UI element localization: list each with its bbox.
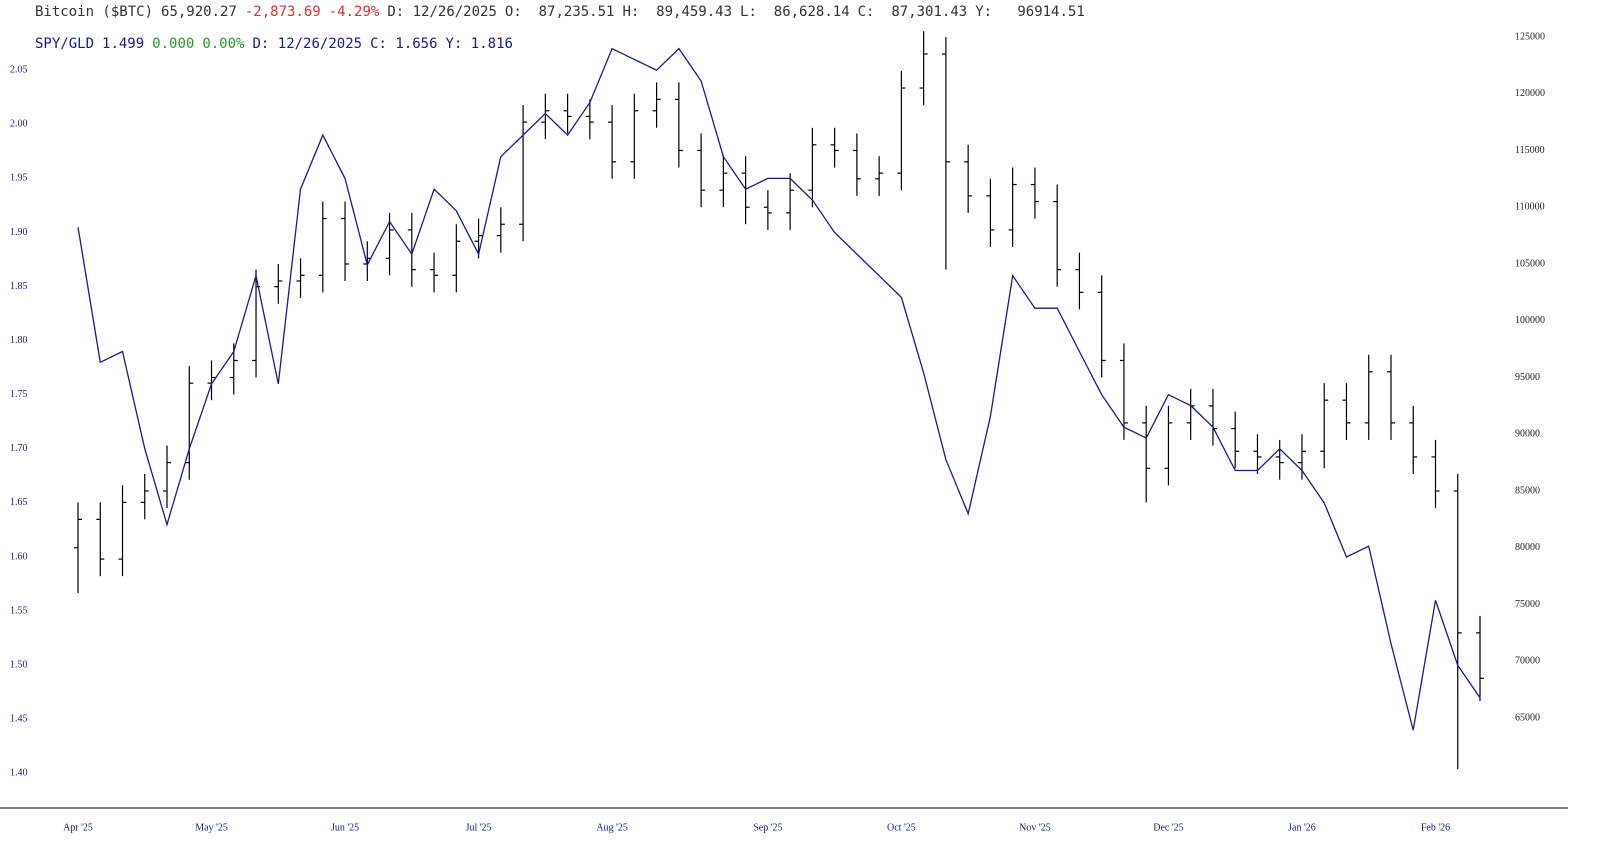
quote-item: C: 1.656 (370, 36, 438, 52)
y2-tick-label: 90000 (1515, 429, 1540, 440)
quote-item: -2,873.69 (244, 4, 321, 20)
y2-tick-label: 95000 (1515, 372, 1540, 383)
y-tick-label: 1.90 (10, 227, 28, 238)
y-tick-label: 1.85 (10, 281, 28, 292)
y2-tick-label: 115000 (1515, 145, 1545, 156)
x-tick-label: Jul '25 (466, 822, 492, 833)
y-tick-label: 1.65 (10, 497, 28, 508)
quote-item: Y: 1.816 (445, 36, 513, 52)
y2-tick-label: 85000 (1515, 485, 1540, 496)
y-tick-label: 1.75 (10, 389, 28, 400)
quote-item: C: 87,301.43 (857, 4, 968, 20)
y-tick-label: 1.60 (10, 551, 28, 562)
x-tick-label: Dec '25 (1153, 822, 1183, 833)
x-tick-label: Jan '26 (1288, 822, 1316, 833)
x-tick-label: Apr '25 (63, 822, 93, 833)
ratio-line (77, 47, 1481, 731)
series-name: SPY/GLD (35, 36, 95, 52)
x-tick-label: Feb '26 (1421, 822, 1450, 833)
y2-tick-label: 125000 (1515, 31, 1545, 42)
y2-tick-label: 105000 (1515, 258, 1545, 269)
y-tick-label: 2.05 (10, 64, 28, 75)
y-tick-label: 1.55 (10, 605, 28, 616)
y-tick-label: 1.95 (10, 173, 28, 184)
quote-item: O: 87,235.51 (504, 4, 615, 20)
quote-item: Y: 96914.51 (975, 4, 1085, 20)
quote-item: H: 89,459.43 (622, 4, 733, 20)
y-tick-label: 2.00 (10, 119, 28, 130)
y-tick-label: 1.70 (10, 443, 28, 454)
x-tick-label: Aug '25 (596, 822, 628, 833)
y2-tick-label: 100000 (1515, 315, 1545, 326)
quote-item: 65,920.27 (161, 4, 237, 20)
quote-item: 0.000 (152, 36, 195, 52)
y-tick-label: 1.40 (10, 768, 28, 779)
y2-tick-label: 120000 (1515, 88, 1545, 99)
quote-item: L: 86,628.14 (740, 4, 850, 20)
y2-tick-label: 80000 (1515, 542, 1540, 553)
y2-tick-label: 70000 (1515, 656, 1540, 667)
y-tick-label: 1.80 (10, 335, 28, 346)
y-tick-label: 1.45 (10, 714, 28, 725)
ratio-header: SPY/GLD 1.499 0.000 0.00% D: 12/26/2025 C: 1.… (35, 36, 513, 52)
y2-tick-label: 65000 (1515, 712, 1540, 723)
quote-item: 1.499 (102, 36, 145, 52)
quote-item: 0.00% (202, 36, 245, 52)
quote-item: D: 12/26/2025 (387, 4, 497, 20)
y-tick-label: 1.50 (10, 659, 28, 670)
x-tick-label: Oct '25 (887, 822, 916, 833)
x-tick-label: May '25 (195, 822, 228, 833)
btc-header: Bitcoin ($BTC) 65,920.27 -2,873.69 -4.29% D:… (35, 4, 1085, 20)
x-tick-label: Nov '25 (1019, 822, 1051, 833)
series-name: Bitcoin ($BTC) (35, 4, 154, 20)
quote-item: -4.29% (328, 4, 380, 20)
x-tick-label: Sep '25 (753, 822, 782, 833)
x-tick-label: Jun '25 (331, 822, 359, 833)
y2-tick-label: 110000 (1515, 202, 1545, 213)
y2-tick-label: 75000 (1515, 599, 1540, 610)
quote-item: D: 12/26/2025 (252, 36, 363, 52)
